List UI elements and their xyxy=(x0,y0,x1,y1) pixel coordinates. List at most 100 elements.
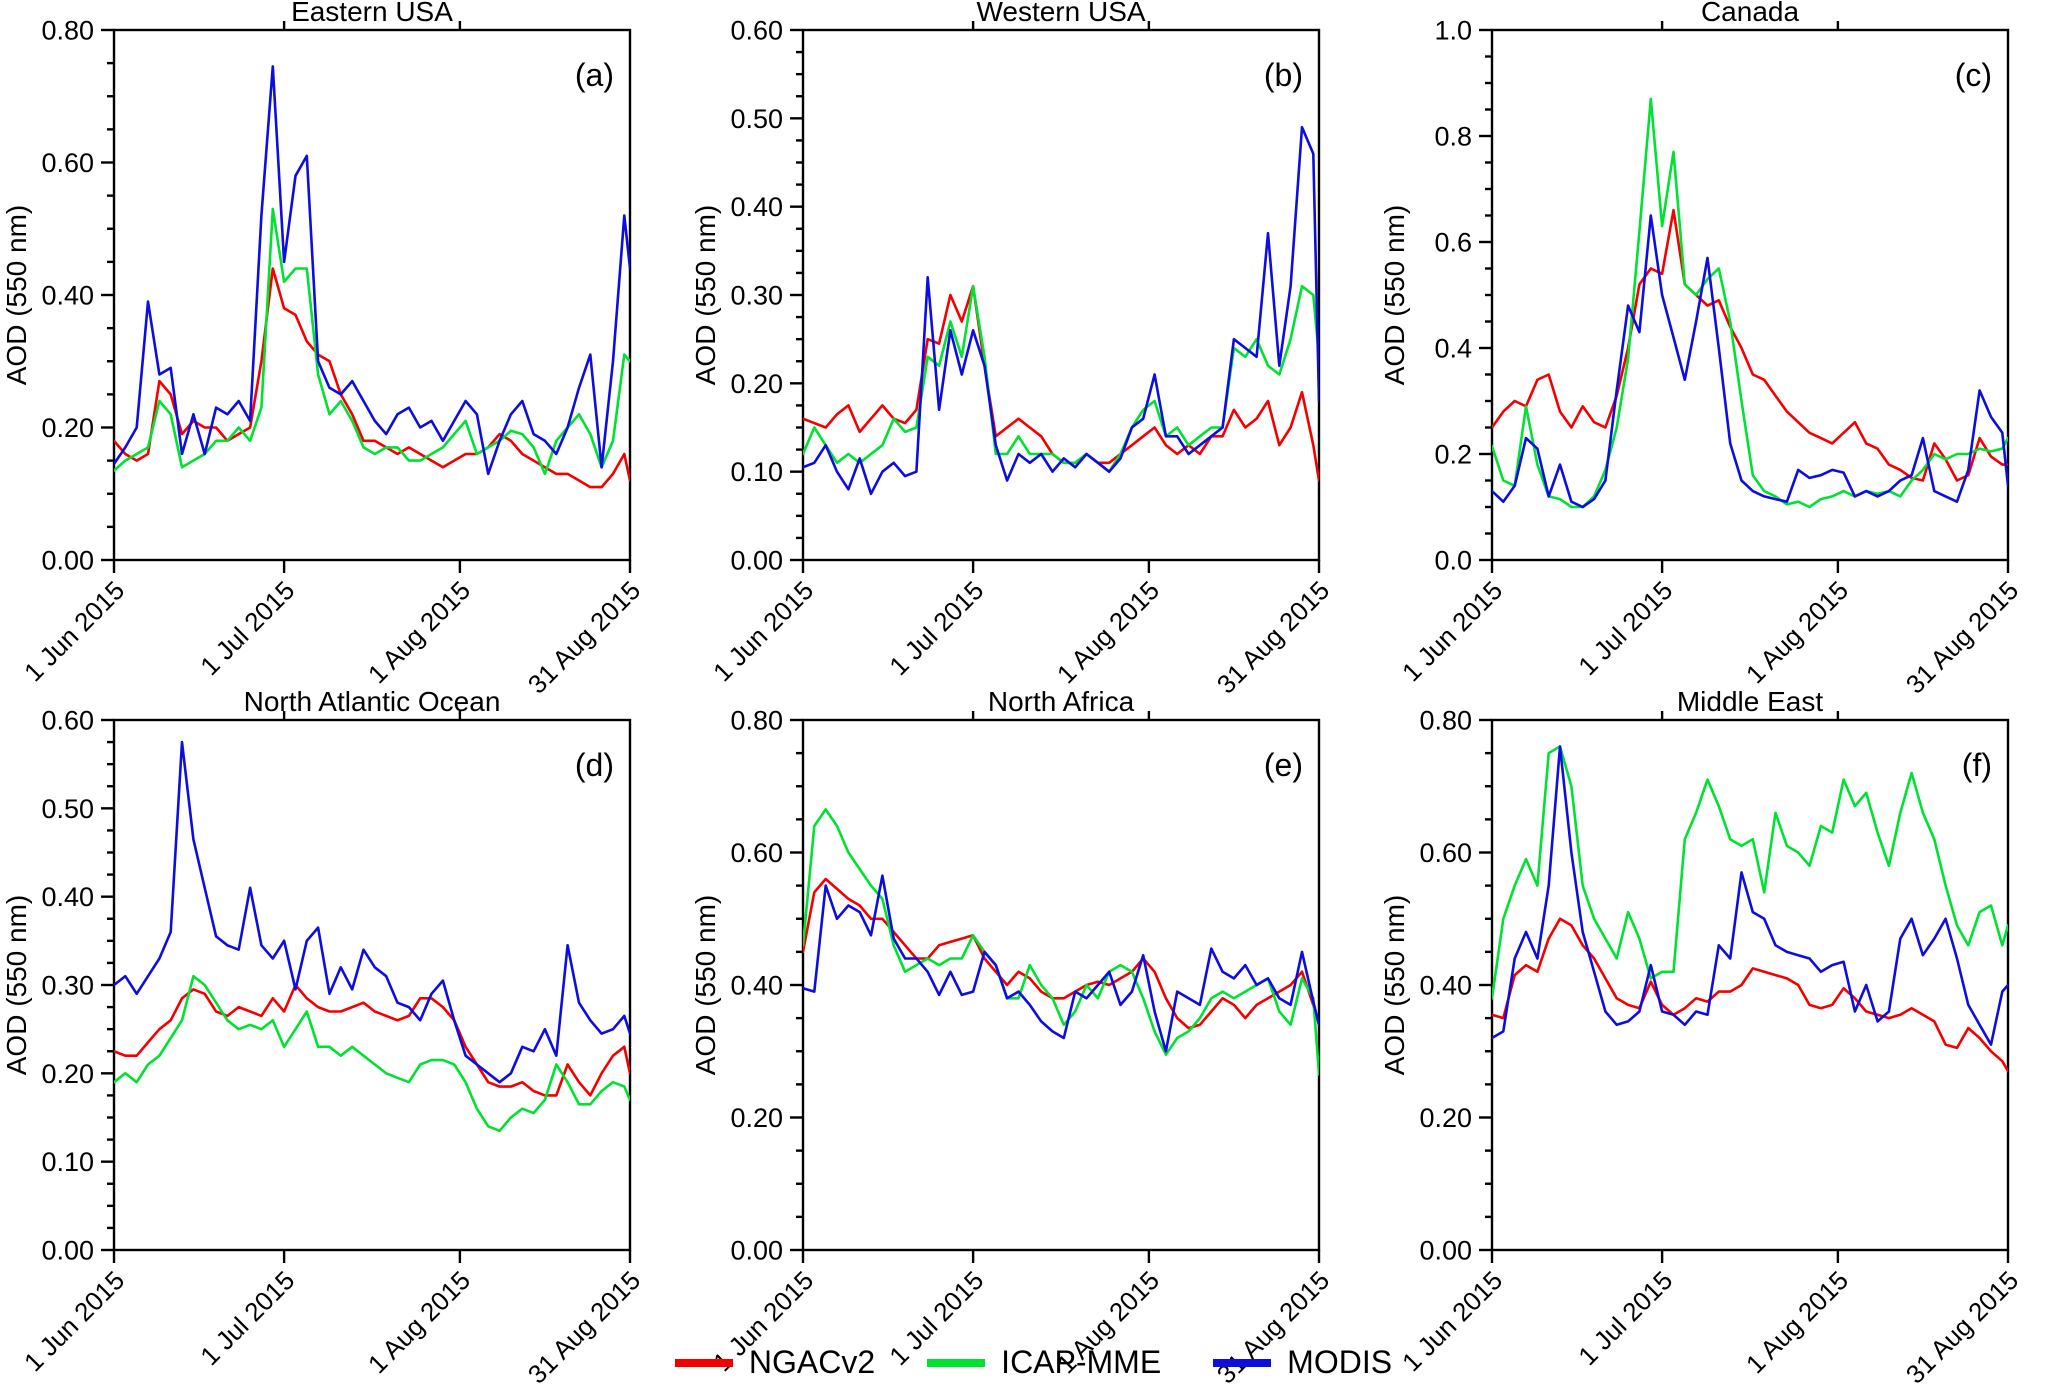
axes xyxy=(790,711,1321,1263)
x-tick-label: 1 Aug 2015 xyxy=(1051,575,1165,689)
modis-series-line xyxy=(114,740,630,1084)
y-tick-label: 0.40 xyxy=(730,192,783,222)
y-tick-label: 0.00 xyxy=(41,1235,94,1265)
y-axis-title: AOD (550 nm) xyxy=(1379,895,1410,1076)
icap-mme-line-swatch xyxy=(927,1358,986,1367)
panel-title: Western USA xyxy=(976,0,1145,27)
y-axis-title: AOD (550 nm) xyxy=(1,205,32,386)
y-tick-label: 0.40 xyxy=(1419,970,1472,1000)
ngacv2-series-line xyxy=(1492,917,2008,1073)
axes xyxy=(101,711,632,1263)
legend: NGACv2 ICAP-MME MODIS xyxy=(0,1344,2067,1381)
x-tick-label: 1 Jun 2015 xyxy=(707,575,819,687)
y-tick-label: 0.30 xyxy=(730,280,783,310)
panel-title: Middle East xyxy=(1677,690,1824,717)
modis-series-line xyxy=(1492,214,2008,509)
ngacv2-series-line xyxy=(114,267,630,489)
icap-mme-series-line xyxy=(803,284,1319,474)
x-tick-label: 1 Jun 2015 xyxy=(18,575,130,687)
ngacv2-series-line xyxy=(1492,208,2008,482)
modis-series-line xyxy=(803,874,1319,1053)
y-tick-label: 0.6 xyxy=(1434,227,1472,257)
y-tick-label: 0.40 xyxy=(41,882,94,912)
modis-series-line xyxy=(114,65,630,476)
chart-western-usa: 0.000.100.200.300.400.500.601 Jun 2015 1 … xyxy=(690,0,1335,700)
y-axis-title: AOD (550 nm) xyxy=(690,895,721,1076)
panel-title: Eastern USA xyxy=(291,0,453,27)
ngacv2-line-swatch xyxy=(674,1358,733,1367)
x-tick-labels: 1 Jun 2015 1 Jul 2015 1 Aug 2015 31 Aug 201… xyxy=(1396,575,2024,699)
x-tick-label: 31 Aug 2015 xyxy=(1900,575,2024,699)
legend-label-modis: MODIS xyxy=(1287,1344,1393,1380)
legend-label-icap-mme: ICAP-MME xyxy=(1001,1344,1162,1380)
y-tick-label: 0.80 xyxy=(41,15,94,45)
y-axis-title: AOD (550 nm) xyxy=(690,205,721,386)
y-tick-label: 0.4 xyxy=(1434,333,1472,363)
panel-letter: (d) xyxy=(575,747,614,783)
chart-middle-east: 0.000.200.400.600.801 Jun 2015 1 Jul 2015… xyxy=(1379,690,2024,1390)
icap-mme-series-line xyxy=(1492,97,2008,509)
y-tick-label: 0.60 xyxy=(730,838,783,868)
chart-eastern-usa: 0.00 0.20 0.40 0.60 0.80 1 Jun 2015 1 Jul 2015… xyxy=(1,0,646,700)
y-tick-label: 0.20 xyxy=(41,413,94,443)
y-tick-label: 0.20 xyxy=(41,1059,94,1089)
panel-eastern-usa: 0.00 0.20 0.40 0.60 0.80 1 Jun 2015 1 Jul 2015… xyxy=(0,0,689,700)
y-tick-label: 0.0 xyxy=(1434,545,1472,575)
y-tick-label: 0.40 xyxy=(730,970,783,1000)
axes xyxy=(1479,21,2010,573)
ngacv2-series-line xyxy=(803,284,1319,482)
modis-series-line xyxy=(803,125,1319,496)
axes xyxy=(790,21,1321,573)
y-tick-label: 0.20 xyxy=(730,1103,783,1133)
panel-letter: (f) xyxy=(1962,747,1992,783)
y-tick-label: 0.00 xyxy=(41,545,94,575)
ngacv2-series-line xyxy=(803,877,1319,1030)
y-tick-labels: 0.00 0.10 0.20 0.30 0.40 0.50 0.60 xyxy=(41,705,94,1265)
y-tick-label: 0.40 xyxy=(41,280,94,310)
y-axis-title: AOD (550 nm) xyxy=(1,895,32,1076)
y-tick-label: 0.20 xyxy=(1419,1103,1472,1133)
y-tick-label: 0.8 xyxy=(1434,121,1472,151)
y-tick-label: 0.50 xyxy=(41,794,94,824)
x-tick-label: 1 Jul 2015 xyxy=(883,575,989,681)
y-tick-label: 0.60 xyxy=(41,148,94,178)
panel-north-africa: 0.00 0.20 0.40 0.60 0.80 1 Jun 2015 1 Jul 2015… xyxy=(689,690,1378,1390)
icap-mme-series-line xyxy=(114,207,630,476)
y-tick-label: 0.60 xyxy=(1419,838,1472,868)
x-tick-labels: 1 Jun 2015 1 Jul 2015 1 Aug 2015 31 Aug 201… xyxy=(18,575,646,699)
ngacv2-series-line xyxy=(114,983,630,1097)
x-tick-label: 1 Jul 2015 xyxy=(1572,575,1678,681)
panel-title: North Africa xyxy=(988,690,1135,717)
x-tick-label: 31 Aug 2015 xyxy=(522,575,646,699)
legend-label-ngacv2: NGACv2 xyxy=(748,1344,876,1380)
panel-north-atlantic-ocean: 0.00 0.10 0.20 0.30 0.40 0.50 0.60 1 Jun 2015 1 … xyxy=(0,690,689,1390)
panel-title: Canada xyxy=(1701,0,1800,27)
panel-western-usa: 0.00 0.10 0.20 0.30 0.40 0.50 0.60 1 Jun 2015 1 … xyxy=(689,0,1378,700)
y-tick-labels: 0.00 0.20 0.40 0.60 0.80 xyxy=(1419,705,1472,1265)
y-tick-label: 0.10 xyxy=(41,1147,94,1177)
legend-item-modis: MODIS xyxy=(1213,1344,1392,1381)
y-tick-label: 0.80 xyxy=(730,705,783,735)
x-tick-labels: 1 Jun 2015 1 Jul 2015 1 Aug 2015 31 Aug 201… xyxy=(707,575,1335,699)
y-tick-label: 0.60 xyxy=(41,705,94,735)
y-tick-label: 0.20 xyxy=(730,369,783,399)
y-tick-label: 0.60 xyxy=(730,15,783,45)
y-tick-label: 0.00 xyxy=(730,545,783,575)
icap-mme-series-line xyxy=(1492,745,2008,1000)
y-tick-label: 0.50 xyxy=(730,104,783,134)
y-tick-labels: 0.00 0.10 0.20 0.30 0.40 0.50 0.60 xyxy=(730,15,783,575)
panel-letter: (c) xyxy=(1955,57,1992,93)
axes xyxy=(1479,711,2010,1263)
y-tick-label: 0.80 xyxy=(1419,705,1472,735)
y-tick-labels: 0.0 0.2 0.4 0.6 0.8 1.0 xyxy=(1434,15,1472,575)
chart-north-africa: 0.000.200.400.600.801 Jun 2015 1 Jul 2015… xyxy=(690,690,1335,1390)
y-tick-label: 0.00 xyxy=(1419,1235,1472,1265)
y-tick-labels: 0.00 0.20 0.40 0.60 0.80 xyxy=(730,705,783,1265)
panel-canada: 0.0 0.2 0.4 0.6 0.8 1.0 1 Jun 2015 1 Jul 2015 1 … xyxy=(1378,0,2067,700)
x-tick-label: 31 Aug 2015 xyxy=(1211,575,1335,699)
panel-title: North Atlantic Ocean xyxy=(244,690,501,717)
x-tick-label: 1 Jun 2015 xyxy=(1396,575,1508,687)
legend-item-icap-mme: ICAP-MME xyxy=(927,1344,1161,1381)
modis-line-swatch xyxy=(1213,1358,1272,1367)
